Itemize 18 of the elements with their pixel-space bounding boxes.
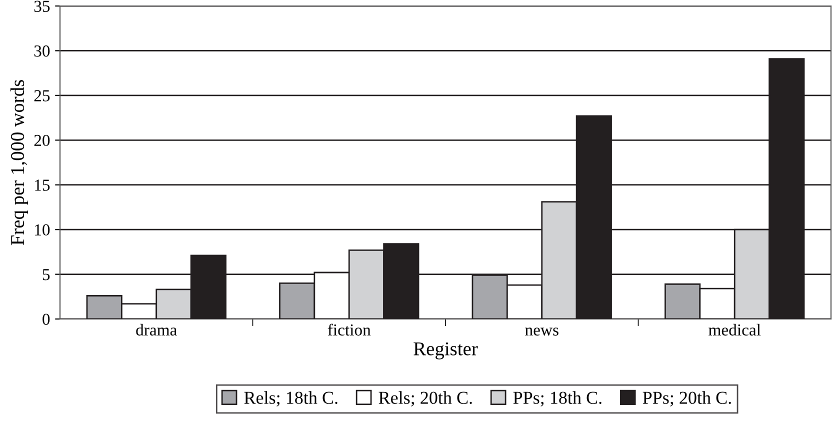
legend-label: Rels; 18th C. [244, 391, 338, 406]
y-tick-label: 0 [42, 314, 50, 325]
y-tick-label: 20 [34, 134, 50, 146]
y-tick-label: 35 [34, 0, 50, 12]
x-tick-label: news [525, 328, 558, 336]
x-tick-label: drama [136, 324, 177, 336]
x-tick-label: medical [708, 324, 761, 336]
x-tick-label: fiction [328, 324, 371, 336]
y-tick-label: 10 [35, 224, 50, 236]
legend-label: Rels; 20th C. [378, 391, 472, 406]
y-tick-label: 5 [42, 269, 50, 280]
y-tick-label: 25 [34, 90, 50, 102]
legend-label: PPs; 18th C. [513, 391, 602, 406]
legend-label: PPs; 20th C. [642, 391, 731, 406]
y-tick-label: 30 [34, 45, 50, 57]
y-tick-label: 15 [35, 180, 50, 191]
y-axis-title: Freq per 1,000 words [10, 80, 28, 246]
x-axis-title: Register [414, 342, 478, 360]
